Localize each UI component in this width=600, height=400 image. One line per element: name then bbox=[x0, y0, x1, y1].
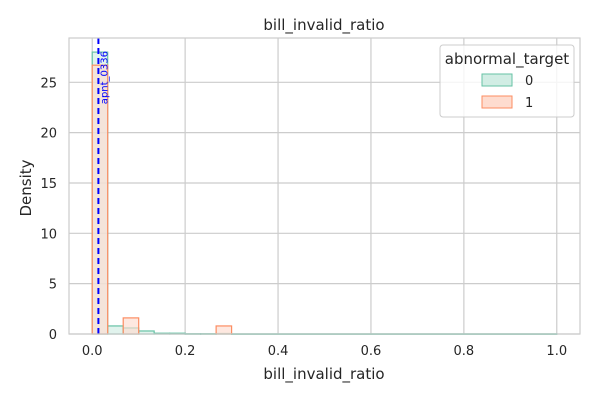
bar-series-0-1 bbox=[107, 325, 124, 335]
y-tick-label-3: 15 bbox=[40, 177, 57, 192]
x-tick-label-3: 0.6 bbox=[361, 344, 382, 359]
plot-border bbox=[68, 37, 581, 335]
legend-swatch-1 bbox=[481, 95, 513, 109]
legend-title: abnormal_target bbox=[445, 50, 569, 69]
y-tick-label-2: 10 bbox=[40, 227, 57, 242]
y-tick-label-0: 0 bbox=[49, 328, 57, 343]
y-axis-title: Density bbox=[17, 159, 35, 216]
annotations: apnt_0336 bbox=[97, 38, 110, 334]
plot-frame bbox=[68, 37, 581, 335]
x-axis-title: bill_invalid_ratio bbox=[263, 365, 384, 384]
legend: abnormal_target 0 1 bbox=[439, 44, 575, 118]
x-tick-label-1: 0.2 bbox=[175, 344, 196, 359]
y-tick-label-5: 25 bbox=[40, 76, 57, 91]
bar-series-1-0 bbox=[91, 64, 109, 335]
x-tick-label-4: 0.8 bbox=[454, 344, 475, 359]
annotation-label-0: apnt_0336 bbox=[99, 51, 110, 104]
x-tick-label-2: 0.4 bbox=[268, 344, 289, 359]
x-tick-label-0: 0.0 bbox=[82, 344, 103, 359]
bar-series-1-2 bbox=[215, 325, 233, 335]
bar-series-1-1 bbox=[122, 317, 140, 335]
y-tick-label-4: 20 bbox=[40, 127, 57, 142]
legend-label-0: 0 bbox=[525, 74, 533, 89]
chart-title: bill_invalid_ratio bbox=[263, 16, 384, 35]
legend-label-1: 1 bbox=[525, 96, 533, 111]
legend-swatch-0 bbox=[481, 73, 513, 87]
x-tick-label-5: 1.0 bbox=[546, 344, 567, 359]
y-tick-label-1: 5 bbox=[49, 278, 57, 293]
